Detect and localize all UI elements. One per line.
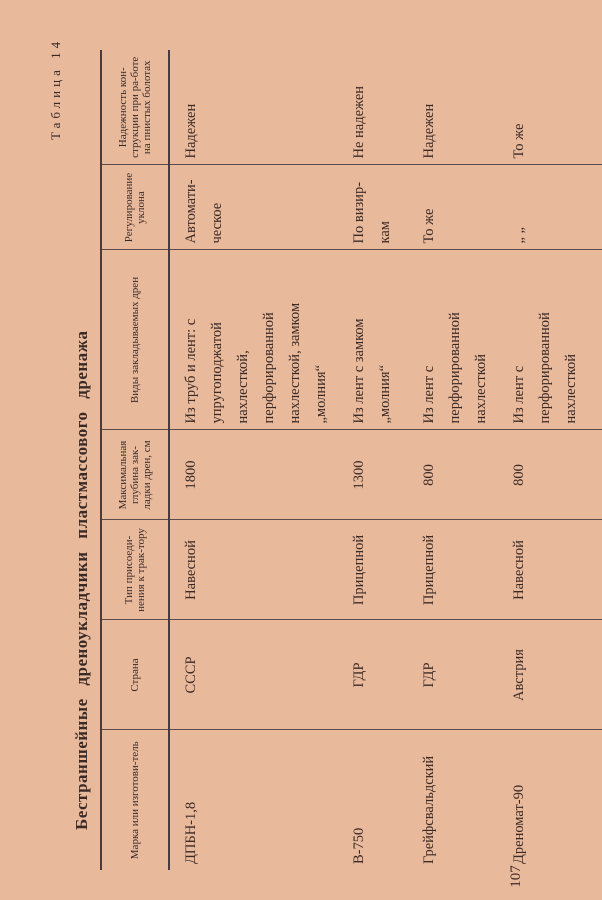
table-cell: ГДР bbox=[338, 620, 408, 730]
table-cell: Автомати-ческое bbox=[588, 165, 602, 250]
table-cell: 800 bbox=[408, 430, 498, 520]
table-cell: ГДР bbox=[408, 620, 498, 730]
table-cell: Англия bbox=[588, 620, 602, 730]
header-row: Марка или изготови-тель Страна Тип присо… bbox=[101, 50, 169, 870]
table-cell: Автомати-ческое bbox=[169, 165, 338, 250]
table-cell: ДПБН-1,8 bbox=[183, 801, 199, 864]
table-cell: „ „ bbox=[498, 165, 588, 250]
table-cell: Навесной bbox=[498, 520, 588, 620]
table-cell: Прицепной bbox=[408, 520, 498, 620]
table-cell: То же bbox=[408, 165, 498, 250]
header-cell: Виды закладываемых дрен bbox=[101, 250, 169, 430]
table-cell: 1800 bbox=[169, 430, 338, 520]
table-title: Бестраншейные дреноукладчики пластмассов… bbox=[72, 330, 91, 831]
table-row: В-750 ГДР Прицепной 1300 Из лент с замком „м… bbox=[338, 50, 408, 870]
table-cell: Из лент с замком „молния“ bbox=[338, 250, 408, 430]
table-cell: С. Walton LTD bbox=[588, 730, 602, 870]
table-cell: Австрия bbox=[498, 620, 588, 730]
table-row: Грейфсвальдский ГДР Прицепной 800 Из лент с … bbox=[408, 50, 498, 870]
table-cell: Прицепной bbox=[338, 520, 408, 620]
header-cell: Марка или изготови-тель bbox=[101, 730, 169, 870]
table-cell: Из лент с перфорированной нахлесткой bbox=[408, 250, 498, 430]
header-cell: Надежность кон-струкции при ра-боте на п… bbox=[101, 50, 169, 165]
header-cell: Максимальная глубина зак-ладки дрен, см bbox=[101, 430, 169, 520]
table-label: Таблица 14 bbox=[48, 37, 63, 140]
table-cell: По визир-кам bbox=[338, 165, 408, 250]
table-cell: Навесной bbox=[169, 520, 338, 620]
header-cell: Тип присоеди-нения к трак-тору bbox=[101, 520, 169, 620]
header-cell: Страна bbox=[101, 620, 169, 730]
table-cell: 1200 bbox=[588, 430, 602, 520]
table-cell: Не надежен bbox=[338, 50, 408, 165]
table-cell: 1300 bbox=[338, 430, 408, 520]
table-row: С. Walton LTDАнглияНавесной1200Из трубАв… bbox=[588, 50, 602, 870]
table-cell: В-750 bbox=[351, 827, 367, 864]
page-number: 107 bbox=[507, 865, 524, 888]
table-cell: Дреномат-90 bbox=[511, 784, 527, 864]
table-cell: Из труб bbox=[588, 250, 602, 430]
table-row: Дреномат-90 Австрия Навесной 800 Из лент с п… bbox=[498, 50, 588, 870]
table-cell: Из лент с перфорированной нахлесткой bbox=[498, 250, 588, 430]
table-cell: Из труб и лент: с упругоподжатой нахлест… bbox=[169, 250, 338, 430]
table-cell: Не надежен bbox=[588, 50, 602, 165]
table-row: ДПБН-1,8 СССР Навесной 1800 Из труб и лент: … bbox=[169, 50, 338, 870]
table-cell: Надежен bbox=[408, 50, 498, 165]
table-cell: Грейфсвальдский bbox=[421, 755, 437, 864]
table-cell: Навесной bbox=[588, 520, 602, 620]
header-cell: Регулирование уклона bbox=[101, 165, 169, 250]
table-cell: СССР bbox=[169, 620, 338, 730]
table-cell: Надежен bbox=[169, 50, 338, 165]
table-cell: 800 bbox=[498, 430, 588, 520]
drain-layers-table: Марка или изготови-тель Страна Тип присо… bbox=[100, 50, 602, 870]
table-cell: То же bbox=[498, 50, 588, 165]
